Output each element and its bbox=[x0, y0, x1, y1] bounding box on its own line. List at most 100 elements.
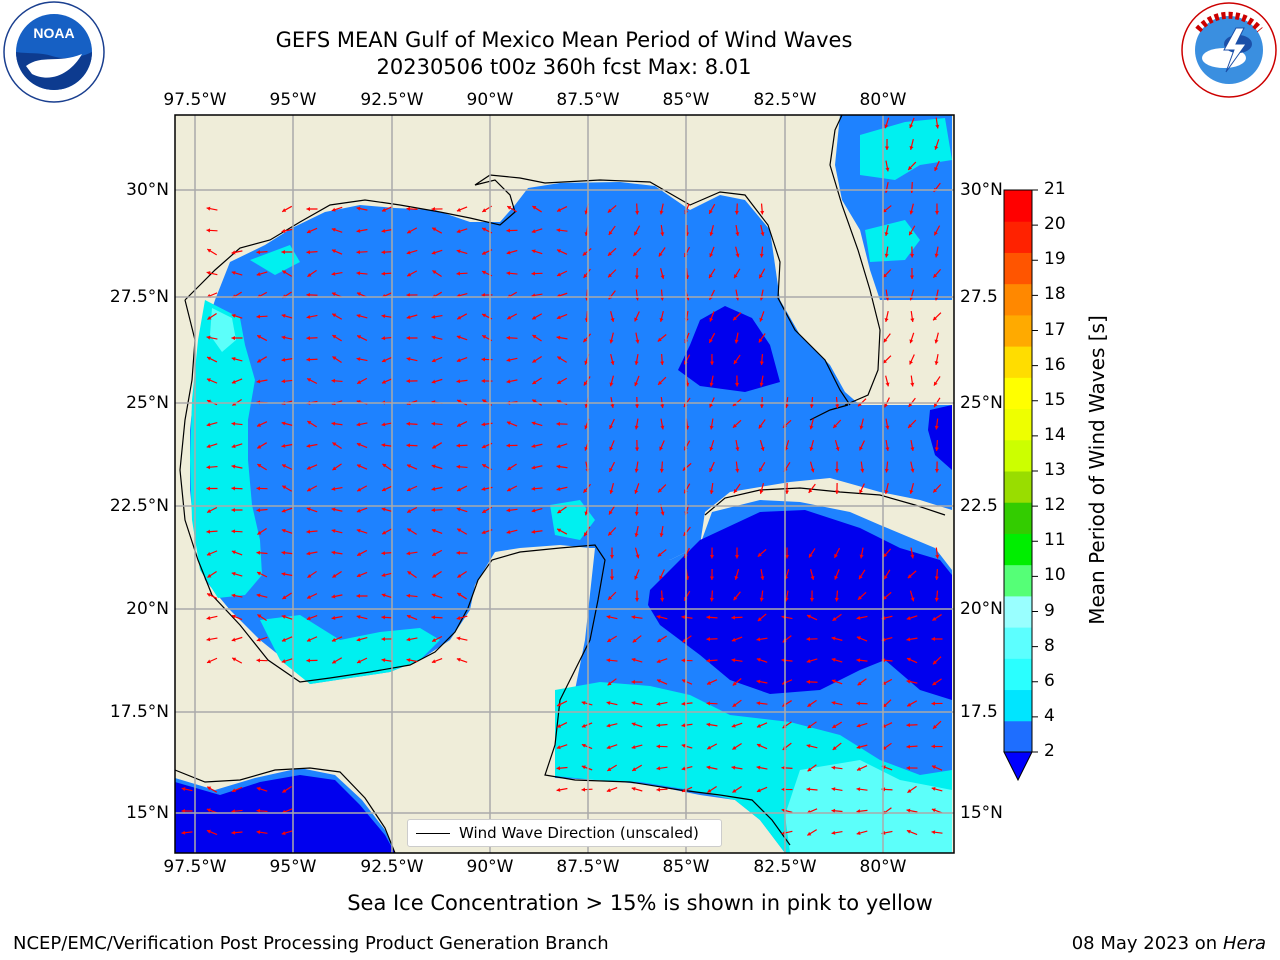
colorbar-segment bbox=[1004, 221, 1032, 253]
wave-arrow-head bbox=[432, 227, 437, 232]
wave-arrow-head bbox=[206, 399, 211, 404]
wave-arrow-head bbox=[381, 573, 386, 578]
wave-arrow-head bbox=[257, 335, 262, 339]
wave-arrow-head bbox=[635, 554, 640, 559]
wave-arrow-head bbox=[733, 489, 738, 494]
wave-arrow-head bbox=[356, 614, 361, 619]
colorbar-tick-label: 19 bbox=[1044, 249, 1066, 270]
wave-arrow-head bbox=[734, 274, 738, 279]
coastline-2 bbox=[179, 299, 791, 846]
wave-arrow-head bbox=[207, 356, 212, 361]
wave-arrow-head bbox=[281, 528, 286, 533]
wave-arrow-head bbox=[207, 786, 212, 791]
lon-label-bottom: 80°W bbox=[859, 857, 907, 877]
wave-arrow-head bbox=[306, 229, 311, 234]
wave-arrow-head bbox=[406, 593, 411, 598]
wave-arrow-head bbox=[857, 681, 862, 686]
wave-arrow-head bbox=[906, 616, 911, 621]
wave-arrow-head bbox=[531, 249, 536, 254]
wave-arrow-head bbox=[731, 637, 736, 642]
wave-arrow-head bbox=[356, 271, 361, 276]
wave-arrow-head bbox=[735, 468, 740, 473]
wave-arrow-head bbox=[557, 509, 562, 514]
wave-arrow-head bbox=[634, 231, 638, 236]
colorbar-tick-label: 14 bbox=[1044, 424, 1066, 445]
wave-arrow-head bbox=[908, 166, 913, 170]
wave-arrow-head bbox=[831, 679, 836, 684]
wave-arrow-head bbox=[531, 465, 536, 470]
wave-arrow-head bbox=[456, 229, 461, 234]
wave-arrow-head bbox=[756, 723, 761, 728]
wave-arrow-head bbox=[759, 489, 764, 494]
wave-arrow-head bbox=[556, 464, 561, 469]
wave-arrow-head bbox=[231, 464, 236, 469]
wave-arrow-head bbox=[357, 659, 362, 664]
wave-arrow-head bbox=[406, 421, 411, 426]
wave-arrow-head bbox=[356, 637, 361, 642]
wave-arrow-head bbox=[882, 595, 887, 600]
wave-arrow-head bbox=[834, 575, 839, 580]
wave-arrow-head bbox=[557, 249, 561, 254]
wave-arrow-head bbox=[406, 206, 411, 211]
wave-arrow-head bbox=[231, 529, 236, 534]
wave-arrow-head bbox=[531, 486, 536, 491]
lat-label-right: 17.5 bbox=[960, 702, 998, 722]
wave-arrow-head bbox=[257, 423, 262, 427]
wave-arrow-head bbox=[660, 232, 665, 236]
colorbar-segment bbox=[1004, 190, 1032, 222]
colorbar-tick-label: 16 bbox=[1044, 354, 1066, 375]
wave-arrow-head bbox=[660, 404, 665, 408]
wave-arrow-head bbox=[256, 508, 261, 513]
wave-arrow-head bbox=[531, 529, 536, 534]
lon-label-top: 80°W bbox=[859, 90, 907, 110]
wave-arrow-head bbox=[282, 595, 287, 600]
wave-arrow-head bbox=[181, 787, 186, 792]
colorbar-tick-label: 21 bbox=[1044, 179, 1066, 199]
wave-arrow-head bbox=[857, 595, 862, 600]
wave-arrow-head bbox=[257, 464, 262, 468]
wave-arrow-head bbox=[457, 487, 462, 492]
wave-arrow-head bbox=[609, 576, 615, 580]
lat-label-left: 27.5°N bbox=[109, 287, 169, 307]
wave-arrow-head bbox=[856, 701, 861, 706]
wave-arrow-head bbox=[431, 486, 436, 491]
wave-arrow-head bbox=[607, 638, 612, 642]
wave-arrow-head bbox=[307, 378, 312, 382]
wave-arrow-head bbox=[856, 745, 861, 750]
wave-arrow-head bbox=[931, 808, 936, 813]
lon-label-top: 87.5°W bbox=[556, 90, 620, 110]
wave-arrow-head bbox=[331, 207, 336, 212]
wave-arrow-head bbox=[507, 466, 512, 470]
wave-arrow-head bbox=[231, 444, 236, 449]
wave-arrow-head bbox=[406, 551, 411, 556]
colorbar-tick-label: 2 bbox=[1044, 741, 1055, 761]
colorbar-extend bbox=[1003, 751, 1033, 782]
wave-arrow-head bbox=[884, 575, 888, 580]
wave-arrow-head bbox=[231, 614, 236, 619]
wave-arrow-head bbox=[207, 573, 212, 578]
wave-arrow-head bbox=[883, 553, 888, 558]
wave-arrow-head bbox=[607, 681, 612, 686]
wave-arrow-head bbox=[482, 399, 487, 404]
wave-arrow-head bbox=[732, 788, 737, 793]
wave-arrow-head bbox=[709, 403, 714, 408]
wave-arrow-head bbox=[281, 831, 286, 836]
wave-arrow-head bbox=[834, 469, 840, 473]
wave-arrow-head bbox=[481, 357, 485, 362]
wave-arrow-head bbox=[207, 509, 212, 513]
wave-arrow-head bbox=[884, 403, 888, 408]
wave-arrow-head bbox=[709, 274, 713, 279]
wave-arrow-head bbox=[681, 788, 686, 793]
wave-arrow-head bbox=[883, 359, 887, 364]
wave-arrow-head bbox=[557, 356, 562, 361]
colorbar-tick-label: 20 bbox=[1044, 214, 1066, 235]
wave-arrow-head bbox=[660, 361, 665, 365]
wave-arrow-head bbox=[759, 274, 763, 279]
wave-arrow-head bbox=[656, 701, 661, 706]
wave-arrow-head bbox=[281, 572, 286, 577]
wave-arrow-head bbox=[432, 573, 437, 578]
wave-arrow-head bbox=[608, 596, 612, 600]
wave-arrow-head bbox=[760, 210, 765, 215]
legend-line bbox=[416, 833, 450, 834]
